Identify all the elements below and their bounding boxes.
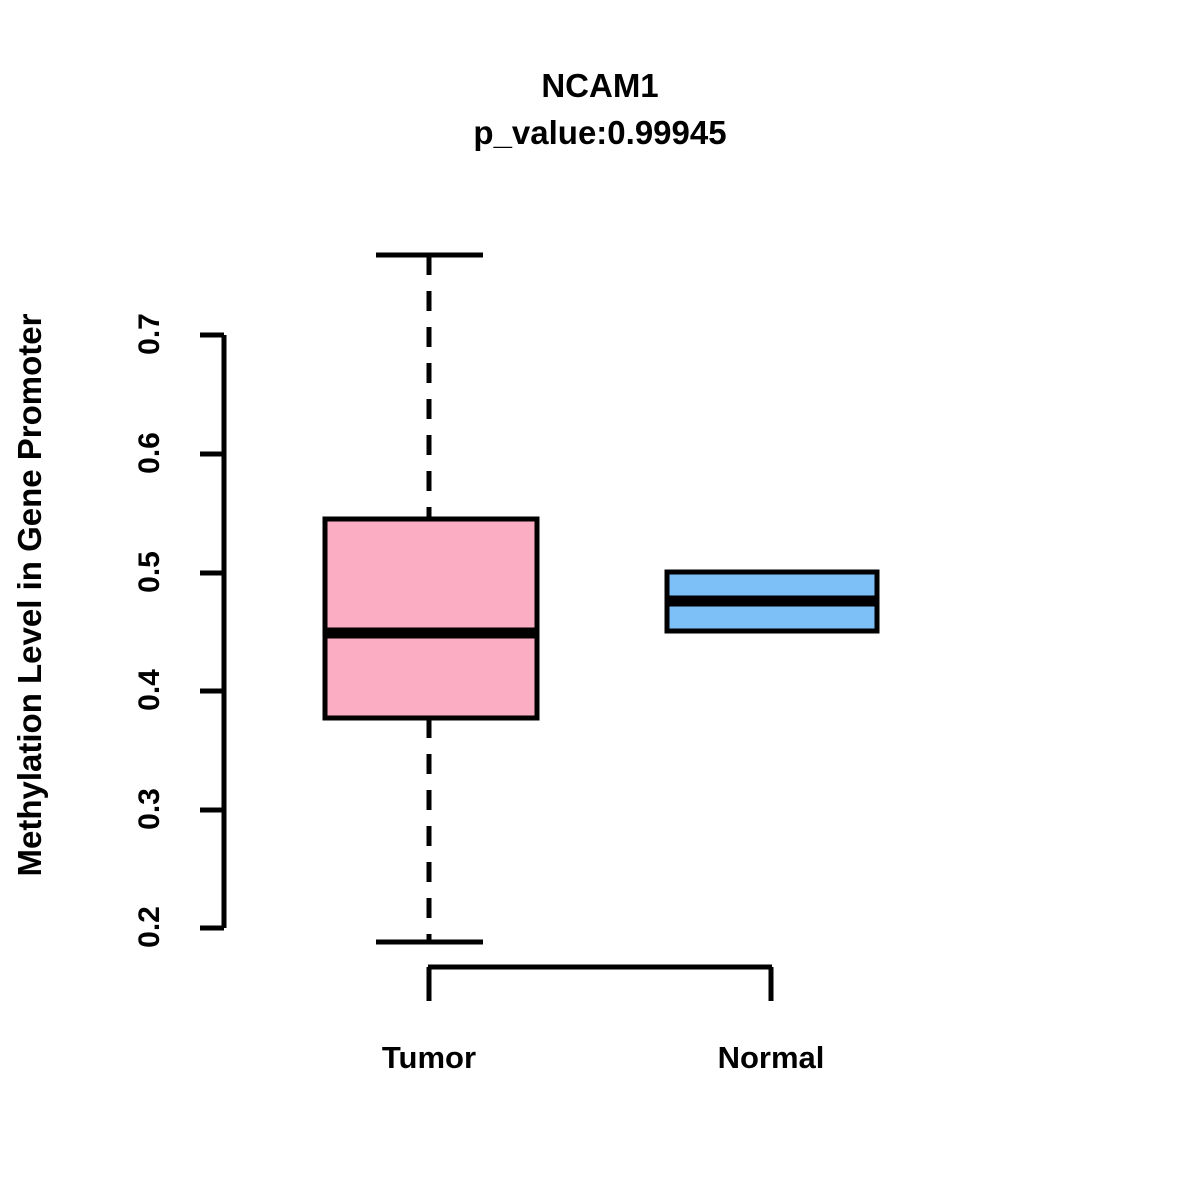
chart-title-gene: NCAM1 xyxy=(541,67,659,104)
y-tick-label-0.2: 0.2 xyxy=(133,906,166,948)
chart-subtitle-pvalue: p_value:0.99945 xyxy=(473,114,727,151)
y-tick-label-0.3: 0.3 xyxy=(133,788,166,830)
box-tumor xyxy=(322,252,540,945)
y-tick-label-0.7: 0.7 xyxy=(133,313,166,355)
box-rect-tumor xyxy=(322,516,540,721)
box-normal xyxy=(664,569,880,634)
chart-title: NCAM1 p_value:0.99945 xyxy=(0,62,1200,156)
y-tick-label-0.6: 0.6 xyxy=(133,432,166,474)
y-tick-label-0.4: 0.4 xyxy=(133,669,166,711)
y-tick-label-0.5: 0.5 xyxy=(133,551,166,593)
x-tick-label-tumor: Tumor xyxy=(381,1040,477,1075)
x-tick-label-normal: Normal xyxy=(717,1040,825,1075)
